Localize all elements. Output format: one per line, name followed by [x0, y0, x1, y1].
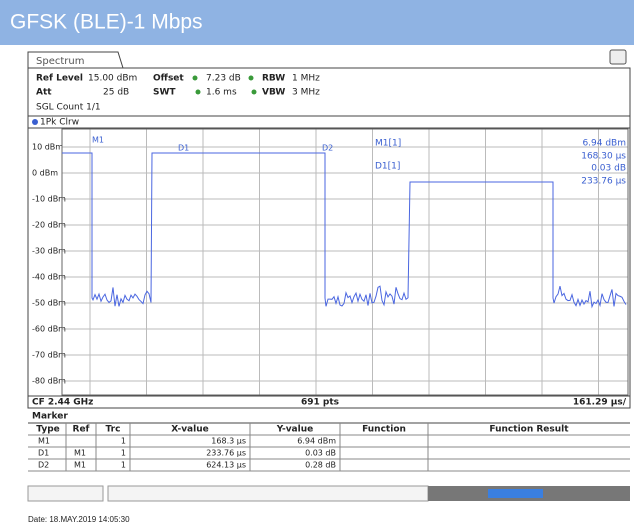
trace-label: 1Pk Clrw	[40, 118, 79, 128]
span: 161.29 µs/	[573, 398, 627, 408]
cf: CF 2.44 GHz	[32, 398, 93, 408]
tab-label[interactable]: Spectrum	[36, 56, 84, 67]
y-label: -70 dBm	[32, 351, 66, 360]
title: GFSK (BLE)-1 Mbps	[10, 11, 203, 34]
tab[interactable]	[27, 51, 630, 69]
y-label: 10 dBm	[32, 143, 63, 152]
pts: 691 pts	[301, 398, 339, 408]
cell: 1	[121, 437, 126, 446]
column-header: Ref	[73, 425, 90, 435]
setting: 7.23 dB	[206, 74, 241, 84]
column-header: Function	[362, 425, 406, 435]
bullet	[195, 89, 201, 95]
progress	[488, 489, 543, 498]
cell: 1	[121, 449, 126, 458]
y-label: -80 dBm	[32, 377, 66, 386]
column-header: Y-value	[276, 425, 313, 435]
plot-frame	[61, 128, 629, 396]
cell: 1	[121, 461, 126, 470]
setting: 3 MHz	[292, 88, 320, 98]
y-label: -60 dBm	[32, 325, 66, 334]
setting: Ref Level	[36, 74, 83, 84]
cell: 624.13 µs	[206, 461, 246, 470]
cell: 233.76 µs	[206, 449, 246, 458]
setting: SWT	[153, 88, 176, 98]
cell: M1	[38, 437, 50, 446]
status-box	[107, 485, 429, 502]
readout: M1[1]	[375, 139, 401, 149]
cell: M1	[74, 449, 86, 458]
cell: 0.28 dB	[305, 461, 336, 470]
bullet	[248, 75, 254, 81]
plot-marker: M1	[92, 136, 104, 145]
setting: 15.00 dBm	[88, 74, 137, 84]
axis-bar	[27, 395, 631, 409]
column-header: X-value	[171, 425, 208, 435]
y-label: -40 dBm	[32, 273, 66, 282]
readout: 6.94 dBm	[582, 139, 626, 149]
column-header: Trc	[106, 425, 121, 435]
readout: D1[1]	[375, 162, 400, 172]
column-header: Type	[36, 425, 59, 435]
y-label: -50 dBm	[32, 299, 66, 308]
cell: D2	[38, 461, 49, 470]
cell: 6.94 dBm	[297, 437, 336, 446]
menu-icon[interactable]	[609, 49, 627, 65]
bullet	[192, 75, 198, 81]
y-label: -20 dBm	[32, 221, 66, 230]
bullet	[251, 89, 257, 95]
trace-bar	[27, 115, 631, 129]
readout: 0.03 dB	[591, 164, 626, 174]
plot-marker: D1	[178, 144, 189, 153]
sgl-count: SGL Count 1/1	[36, 103, 101, 113]
marker-title: Marker	[32, 412, 68, 422]
readout: 168.30 µs	[581, 152, 626, 162]
readout: 233.76 µs	[581, 177, 626, 187]
setting: 1.6 ms	[206, 88, 237, 98]
cell: M1	[74, 461, 86, 470]
trace-dot	[32, 119, 38, 125]
setting: Att	[36, 88, 52, 98]
y-label: -10 dBm	[32, 195, 66, 204]
setting: 1 MHz	[292, 74, 320, 84]
setting: RBW	[262, 74, 285, 84]
setting: VBW	[262, 88, 285, 98]
y-label: 0 dBm	[32, 169, 58, 178]
trace	[62, 152, 627, 309]
cell: 168.3 µs	[211, 437, 246, 446]
cell: 0.03 dB	[305, 449, 336, 458]
setting: 25 dB	[103, 88, 129, 98]
cell: D1	[38, 449, 49, 458]
setting: Offset	[153, 74, 184, 84]
status-box	[27, 485, 104, 502]
column-header: Function Result	[489, 425, 569, 435]
title-bar	[0, 0, 634, 45]
y-label: -30 dBm	[32, 247, 66, 256]
plot-marker: D2	[322, 144, 333, 153]
date: Date: 18.MAY.2019 14:05:30	[28, 515, 130, 524]
